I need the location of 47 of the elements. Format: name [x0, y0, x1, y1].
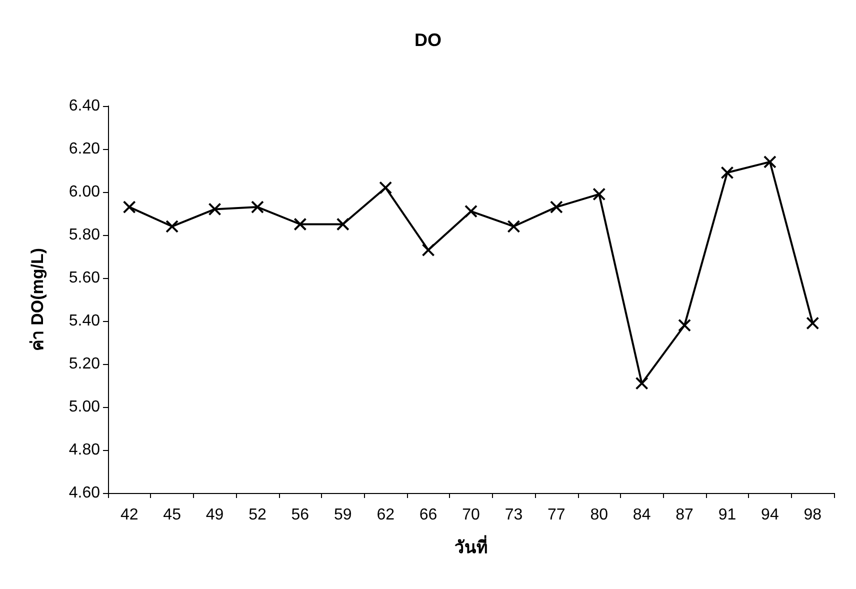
chart-title: DO	[414, 30, 442, 50]
x-tick-label: 70	[462, 506, 480, 524]
x-tick-label: 87	[676, 506, 694, 524]
point	[635, 376, 648, 390]
y-tick-label: 5.20	[68, 356, 100, 372]
x-tick-label: 59	[334, 506, 352, 524]
x-tick-label: 66	[419, 506, 438, 524]
y-tick-label: 5.60	[68, 270, 100, 286]
point	[720, 166, 734, 180]
point	[763, 155, 776, 168]
point	[678, 318, 692, 332]
x-tick-label: 84	[632, 506, 651, 524]
x-tick-label: 42	[120, 506, 138, 524]
x-tick-label: 52	[248, 506, 266, 524]
y-tick-label: 6.40	[68, 98, 100, 114]
point	[166, 220, 179, 233]
point	[592, 188, 606, 201]
point	[122, 200, 136, 214]
y-tick-label: 5.80	[68, 226, 100, 244]
x-tick-label: 45	[163, 506, 182, 524]
point	[422, 244, 435, 257]
x-tick-label: 77	[548, 506, 566, 524]
y-tick-label: 6.00	[68, 184, 100, 200]
x-tick-label: 73	[504, 506, 523, 524]
x-tick-label: 80	[590, 506, 608, 524]
point	[250, 200, 264, 214]
x-tick-label: 98	[804, 506, 822, 524]
y-tick-label: 5.00	[68, 398, 100, 416]
point	[379, 181, 392, 194]
y-tick-label: 4.60	[68, 484, 100, 502]
y-axis-title: ค่า DO(mg/L)	[28, 248, 47, 352]
point	[294, 218, 307, 231]
x-tick-label: 94	[761, 506, 779, 524]
y-tick-label: 6.20	[68, 140, 100, 158]
point	[550, 200, 563, 214]
point	[336, 218, 350, 231]
point	[464, 204, 478, 218]
y-tick-label: 5.40	[68, 312, 100, 330]
x-tick-label: 62	[376, 506, 395, 524]
point	[806, 316, 820, 330]
x-tick-label: 91	[718, 506, 736, 524]
x-tick-label: 56	[291, 506, 310, 524]
x-tick-label: 49	[206, 506, 224, 524]
point	[507, 220, 520, 233]
y-tick-label: 4.80	[68, 442, 100, 458]
x-axis-title: วันที่	[454, 535, 488, 557]
point	[208, 202, 222, 216]
